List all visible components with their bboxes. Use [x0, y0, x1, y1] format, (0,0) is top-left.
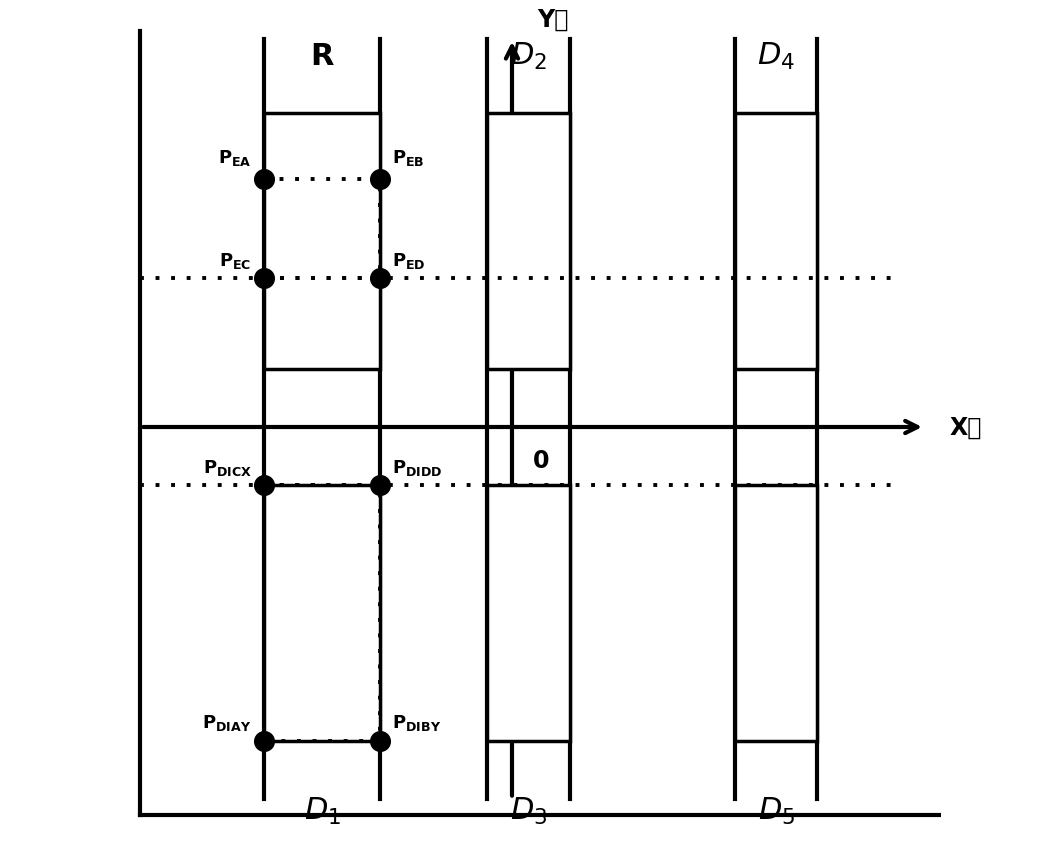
- Text: $D_5$: $D_5$: [758, 795, 795, 826]
- Text: $\mathbf{P_{DIAY}}$: $\mathbf{P_{DIAY}}$: [203, 712, 252, 733]
- Text: $\mathbf{P_{DIBY}}$: $\mathbf{P_{DIBY}}$: [392, 712, 442, 733]
- Text: $\mathbf{P_{DICX}}$: $\mathbf{P_{DICX}}$: [203, 457, 252, 477]
- Bar: [735, 114, 817, 370]
- Text: $\mathbf{P_{EB}}$: $\mathbf{P_{EB}}$: [392, 148, 425, 168]
- Point: [256, 273, 273, 286]
- Point: [256, 734, 273, 748]
- Point: [256, 479, 273, 492]
- Point: [256, 173, 273, 187]
- Text: $D_2$: $D_2$: [511, 41, 546, 72]
- Point: [371, 273, 388, 286]
- Text: $\mathbf{P_{EA}}$: $\mathbf{P_{EA}}$: [218, 148, 252, 168]
- Bar: [264, 114, 379, 370]
- Point: [371, 479, 388, 492]
- Text: $D_1$: $D_1$: [303, 795, 340, 826]
- Text: $D_3$: $D_3$: [509, 795, 548, 826]
- Point: [371, 734, 388, 748]
- Text: $\mathbf{P_{ED}}$: $\mathbf{P_{ED}}$: [392, 251, 426, 271]
- Text: X轴: X轴: [949, 415, 982, 440]
- Text: $\mathbf{P_{DIDD}}$: $\mathbf{P_{DIDD}}$: [392, 457, 443, 477]
- Text: Y轴: Y轴: [537, 8, 568, 31]
- Text: $\mathbf{P_{EC}}$: $\mathbf{P_{EC}}$: [220, 251, 252, 271]
- Text: R: R: [311, 42, 334, 71]
- Bar: [487, 114, 570, 370]
- Text: $D_4$: $D_4$: [757, 41, 795, 72]
- Bar: [487, 485, 570, 741]
- Point: [371, 173, 388, 187]
- Bar: [735, 485, 817, 741]
- Bar: [264, 485, 379, 741]
- Text: 0: 0: [533, 448, 550, 472]
